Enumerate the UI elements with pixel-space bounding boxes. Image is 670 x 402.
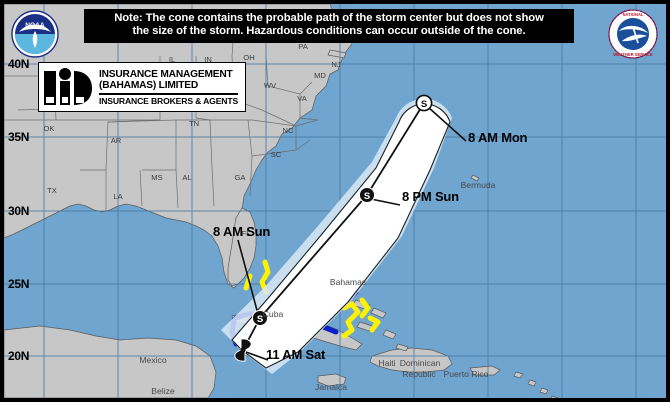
place-label-bahamas: Bahamas	[330, 277, 366, 287]
note-line-1: Note: The cone contains the probable pat…	[114, 12, 544, 24]
place-label-cuba: Cuba	[263, 309, 284, 319]
noaa-logo: NOAA	[11, 10, 59, 58]
latitude-label-20n: 20N	[8, 349, 30, 363]
leader-11am-sat	[245, 351, 269, 361]
forecast-track-line	[242, 102, 425, 351]
latitude-label-30n: 30N	[8, 204, 30, 218]
place-label-ga: GA	[235, 173, 247, 182]
cone-disclaimer-banner: Note: The cone contains the probable pat…	[84, 9, 574, 43]
insurance-logo-line-3: INSURANCE BROKERS & AGENTS	[99, 95, 239, 106]
place-label-al: AL	[182, 173, 191, 182]
place-label-dominican: Dominican	[400, 358, 441, 368]
forecast-time-label-8-am-sun: 8 AM Sun	[213, 224, 271, 239]
place-label-bermuda: Bermuda	[461, 180, 496, 190]
place-label-belize: Belize	[151, 386, 175, 396]
latitude-label-25n: 25N	[8, 277, 30, 291]
svg-text:S: S	[421, 99, 427, 110]
place-label-republic: Republic	[402, 369, 436, 379]
place-label-il: IL	[169, 55, 175, 64]
place-label-nc: NC	[283, 126, 294, 135]
leader-8am-mon	[427, 106, 467, 142]
place-label-nj: NJ	[331, 60, 340, 69]
bermuda-land	[470, 174, 480, 182]
insurance-logo-line-1: INSURANCE MANAGEMENT	[99, 68, 233, 80]
noaa-wordmark: NOAA	[25, 22, 45, 29]
place-label-in: IN	[204, 55, 212, 64]
leader-8pm-sun	[370, 198, 401, 206]
svg-text:NATIONAL: NATIONAL	[623, 12, 644, 17]
place-label-haiti: Haiti	[378, 358, 395, 368]
forecast-time-label-8-am-mon: 8 AM Mon	[468, 130, 528, 145]
place-label-mexico: Mexico	[139, 355, 166, 365]
insurance-management-wordmark: INSURANCE MANAGEMENT (BAHAMAS) LIMITED I…	[99, 69, 238, 106]
storm-symbol-8am-mon: S	[415, 94, 433, 112]
storm-symbol-current-position	[234, 338, 252, 362]
place-label-sc: SC	[271, 150, 282, 159]
place-label-pa: PA	[298, 42, 309, 51]
insurance-logo-line-2: (BAHAMAS) LIMITED	[99, 80, 239, 95]
latitude-label-40n: 40N	[8, 57, 30, 71]
lesser-antilles-land	[513, 371, 559, 398]
place-label-ms: MS	[151, 173, 162, 182]
svg-text:S: S	[364, 191, 370, 202]
region-label-layer: Bermuda Bahamas Cuba Mexico Belize Jamaica Hai…	[139, 180, 495, 396]
svg-text:S: S	[257, 314, 263, 325]
hispaniola-land	[369, 347, 453, 373]
place-label-oh: OH	[243, 53, 254, 62]
leader-8am-sun	[237, 239, 259, 315]
forecast-time-label-11-am-sat: 11 AM Sat	[266, 347, 326, 362]
place-label-layer: IL IN OH PA WV VA MD NJ OK AR TN NC SC MS AL GA LA TX FL	[44, 42, 341, 238]
place-label-tx: TX	[47, 186, 57, 195]
mexico-yucatan-land	[4, 325, 217, 398]
note-line-2: the size of the storm. Hazardous conditi…	[132, 25, 526, 38]
place-label-puerto-rico: Puerto Rico	[444, 369, 489, 379]
cone-near-term	[238, 113, 442, 362]
forecast-cone	[221, 98, 452, 375]
forecast-time-label-8-pm-sun: 8 PM Sun	[402, 189, 459, 204]
national-weather-service-logo: NATIONAL WEATHER SERVICE	[608, 9, 658, 59]
place-label-va: VA	[297, 94, 308, 103]
place-label-la: LA	[113, 192, 123, 201]
storm-symbol-8pm-sun: S	[358, 186, 376, 204]
place-label-ar: AR	[111, 136, 122, 145]
tropical-storm-watch-lines	[243, 259, 381, 339]
label-leader-lines	[237, 106, 467, 361]
latitude-label-35n: 35N	[8, 130, 30, 144]
long-island-land	[327, 49, 347, 59]
jamaica-land	[317, 373, 347, 387]
insurance-management-logo: INSURANCE MANAGEMENT (BAHAMAS) LIMITED I…	[38, 62, 246, 112]
place-label-md: MD	[314, 71, 326, 80]
place-label-fl: FL	[242, 229, 251, 238]
place-label-ok: OK	[44, 124, 55, 133]
place-label-tn: TN	[189, 119, 199, 128]
storm-symbol-8am-sun: S	[251, 309, 269, 327]
insurance-management-logomark	[44, 68, 92, 105]
svg-text:WEATHER SERVICE: WEATHER SERVICE	[613, 52, 653, 57]
place-label-jamaica: Jamaica	[315, 382, 347, 392]
place-label-wv: WV	[264, 81, 277, 90]
